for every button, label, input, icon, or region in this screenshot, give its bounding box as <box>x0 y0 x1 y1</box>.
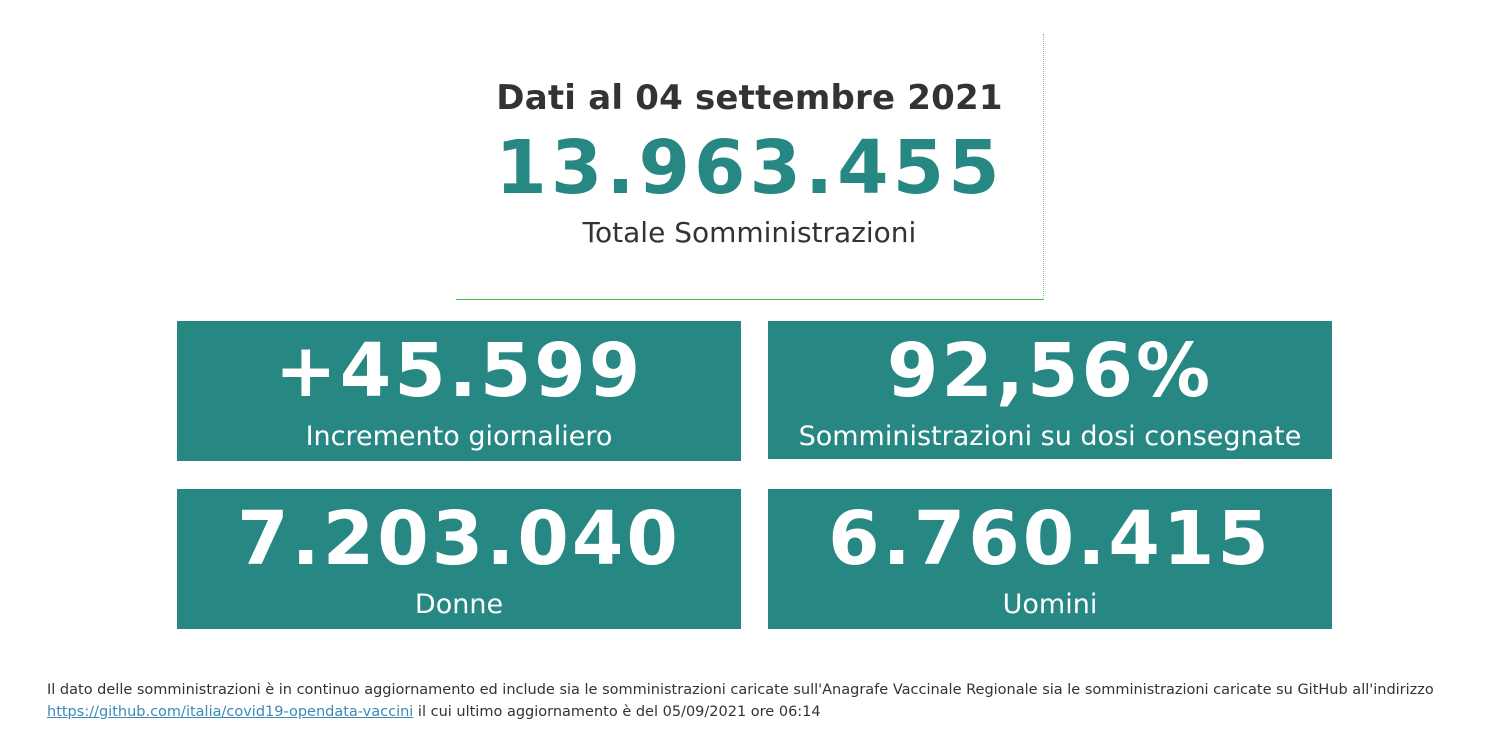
daily-increase-value: +45.599 <box>274 328 644 414</box>
summary-header: Dati al 04 settembre 2021 13.963.455 Tot… <box>456 34 1044 300</box>
women-card: 7.203.040 Donne <box>177 489 741 629</box>
footer-text-before: Il dato delle somministrazioni è in cont… <box>47 682 1434 698</box>
men-label: Uomini <box>1002 589 1098 620</box>
date-title: Dati al 04 settembre 2021 <box>496 78 1003 118</box>
men-card: 6.760.415 Uomini <box>768 489 1332 629</box>
footer-text-after: il cui ultimo aggiornamento è del 05/09/… <box>413 704 821 720</box>
delivered-ratio-value: 92,56% <box>886 328 1214 414</box>
total-administrations-value: 13.963.455 <box>495 125 1004 211</box>
women-value: 7.203.040 <box>237 496 681 582</box>
footer-note: Il dato delle somministrazioni è in cont… <box>47 679 1487 723</box>
women-label: Donne <box>414 589 504 620</box>
men-value: 6.760.415 <box>828 496 1272 582</box>
daily-increase-card: +45.599 Incremento giornaliero <box>177 321 741 461</box>
github-link[interactable]: https://github.com/italia/covid19-openda… <box>47 704 414 720</box>
delivered-ratio-card: 92,56% Somministrazioni su dosi consegna… <box>768 321 1332 459</box>
total-administrations-label: Totale Somministrazioni <box>582 216 917 249</box>
daily-increase-label: Incremento giornaliero <box>305 421 613 452</box>
delivered-ratio-label: Somministrazioni su dosi consegnate <box>798 421 1302 452</box>
